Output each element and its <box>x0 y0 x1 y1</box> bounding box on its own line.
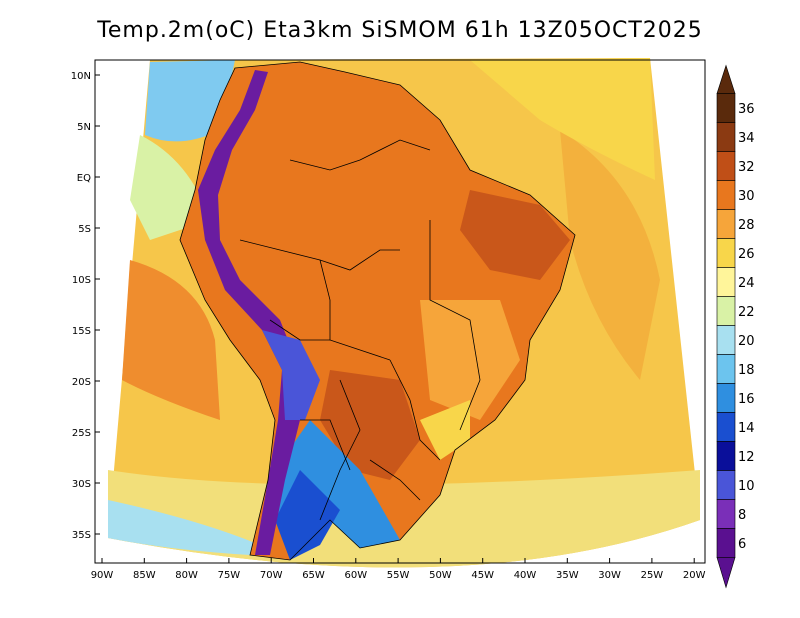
map-frame <box>94 59 706 564</box>
atlantic-mild-zone <box>470 58 655 180</box>
lat-label: EQ <box>77 173 91 184</box>
colorbar-label: 36 <box>738 102 755 117</box>
colorbar-label: 34 <box>738 131 755 146</box>
colorbar-swatch <box>716 528 736 558</box>
lon-label: 50W <box>429 570 452 581</box>
lon-label: 60W <box>344 570 367 581</box>
lon-label: 20W <box>683 570 706 581</box>
colorbar-label: 24 <box>738 276 755 291</box>
colorbar-label: 28 <box>738 218 755 233</box>
colorbar-swatch <box>716 267 736 297</box>
center-warm-zone <box>420 300 520 420</box>
lat-label: 5S <box>78 224 91 235</box>
lat-label: 5N <box>77 122 91 133</box>
andes-highlands <box>262 330 320 420</box>
lon-label: 75W <box>218 570 241 581</box>
map-title: Temp.2m(oC) Eta3km SiSMOM 61h 13Z05OCT20… <box>97 18 703 43</box>
colorbar-label: 18 <box>738 363 755 378</box>
colorbar-label: 16 <box>738 392 755 407</box>
andes-ridge <box>198 70 300 555</box>
lon-label: 65W <box>302 570 325 581</box>
colorbar-swatch <box>716 93 736 123</box>
colorbar: 36 34 32 30 28 26 24 22 20 18 16 14 12 10 8 6 <box>716 64 755 589</box>
colorbar-swatch <box>716 325 736 355</box>
lon-label: 70W <box>260 570 283 581</box>
ocean-south-cold <box>108 500 260 555</box>
lon-label: 85W <box>133 570 156 581</box>
lon-label: 35W <box>556 570 579 581</box>
colorbar-swatch <box>716 412 736 442</box>
lon-label: 25W <box>641 570 664 581</box>
country-borders <box>179 61 576 561</box>
pacific-warm-band <box>122 260 220 420</box>
colorbar-max-arrow <box>716 64 736 94</box>
lat-label: 35S <box>72 530 91 541</box>
lat-label: 15S <box>72 326 91 337</box>
colorbar-swatch <box>716 441 736 471</box>
colorbar-swatch <box>716 122 736 152</box>
colorbar-swatch <box>716 354 736 384</box>
colorbar-swatch <box>716 470 736 500</box>
colorbar-swatch <box>716 180 736 210</box>
colorbar-swatch <box>716 209 736 239</box>
lon-label: 55W <box>387 570 410 581</box>
colorbar-label: 12 <box>738 450 755 465</box>
colorbar-label: 8 <box>738 508 746 523</box>
colorbar-swatch <box>716 151 736 181</box>
colorbar-label: 30 <box>738 189 755 204</box>
northeast-hot-zone <box>460 190 570 280</box>
colorbar-min-arrow <box>716 557 736 589</box>
lat-label: 25S <box>72 428 91 439</box>
lon-label: 45W <box>471 570 494 581</box>
lat-label: 10N <box>71 71 91 82</box>
colorbar-swatch <box>716 499 736 529</box>
colorbar-swatch <box>716 296 736 326</box>
lat-label: 10S <box>72 275 91 286</box>
latitude-axis: 10N 5N EQ 5S 10S 15S 20S 25S 30S 35S <box>71 71 100 541</box>
colorbar-label: 32 <box>738 160 755 175</box>
colorbar-label: 14 <box>738 421 755 436</box>
lat-label: 20S <box>72 377 91 388</box>
atlantic-warm-zone <box>560 130 660 380</box>
longitude-axis: 90W 85W 80W 75W 70W 65W 60W 55W 50W 45W 40W 35W 30W 2… <box>91 558 706 581</box>
argentina-colder-zone <box>275 470 340 560</box>
colorbar-label: 20 <box>738 334 755 349</box>
chaco-hot-zone <box>320 370 420 480</box>
colorbar-swatch <box>716 383 736 413</box>
lat-label: 30S <box>72 479 91 490</box>
lon-label: 90W <box>91 570 114 581</box>
lon-label: 80W <box>175 570 198 581</box>
colorbar-label: 26 <box>738 247 755 262</box>
colorbar-label: 6 <box>738 537 746 552</box>
southeast-warm-zone <box>420 400 470 460</box>
colorbar-label: 10 <box>738 479 755 494</box>
lon-label: 30W <box>598 570 621 581</box>
colorbar-swatch <box>716 238 736 268</box>
lon-label: 40W <box>514 570 537 581</box>
colorbar-label: 22 <box>738 305 755 320</box>
